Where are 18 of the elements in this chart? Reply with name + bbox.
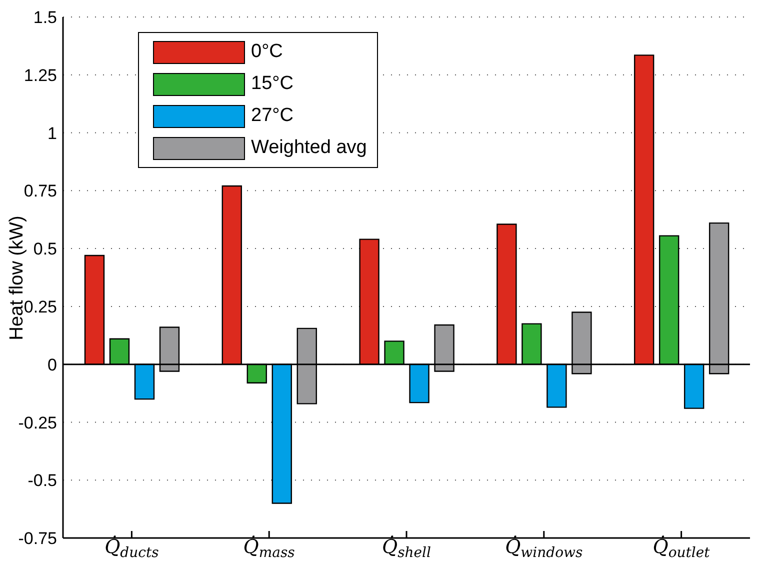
- y-tick-label: 1: [48, 124, 57, 143]
- legend-label: 0°C: [251, 41, 283, 63]
- x-tick-label: Q̇$_{mass}$: [243, 534, 295, 562]
- y-tick-label: 0.5: [33, 240, 57, 259]
- x-tick-label: Q̇$_{windows}$: [505, 534, 583, 562]
- y-tick-label: 1.25: [24, 66, 57, 85]
- legend-label: Weighted avg: [251, 137, 367, 159]
- y-tick-label: -0.5: [28, 471, 57, 490]
- x-tick-label: Q̇$_{shell}$: [382, 534, 432, 562]
- legend-label: 15°C: [251, 73, 294, 95]
- y-tick-label: 1.5: [33, 8, 57, 28]
- x-tick-label: Q̇$_{outlet}$: [652, 534, 710, 562]
- legend-label: 27°C: [251, 105, 294, 127]
- y-tick-label: -0.25: [18, 413, 57, 432]
- y-tick-label: 0.75: [24, 182, 57, 201]
- y-tick-label: 0: [48, 355, 57, 374]
- x-tick-label: Q̇$_{ducts}$: [104, 534, 159, 562]
- y-tick-label: -0.75: [18, 529, 57, 548]
